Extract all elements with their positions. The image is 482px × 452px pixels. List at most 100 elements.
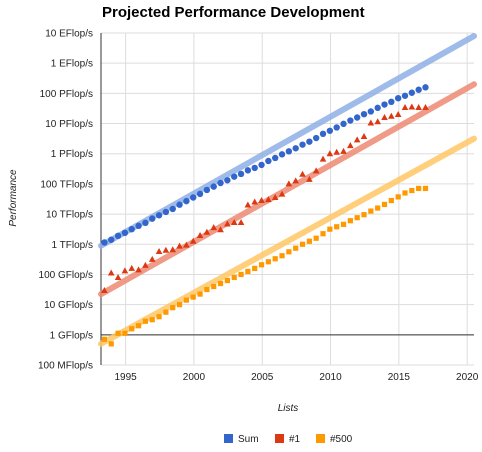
trend-line-2 bbox=[98, 81, 477, 298]
data-point bbox=[285, 148, 293, 155]
data-point bbox=[210, 224, 218, 231]
data-point bbox=[347, 218, 353, 224]
data-point bbox=[211, 283, 217, 290]
x-tick-label: 2020 bbox=[456, 372, 479, 383]
data-point bbox=[108, 236, 115, 243]
data-point bbox=[340, 221, 347, 227]
data-point bbox=[408, 103, 416, 110]
legend-swatch bbox=[316, 434, 325, 443]
data-point bbox=[176, 242, 183, 249]
data-point bbox=[293, 245, 299, 251]
data-point bbox=[217, 179, 224, 187]
data-point bbox=[272, 154, 279, 162]
data-point bbox=[306, 175, 313, 182]
y-tick-label: 10 GFlop/s bbox=[44, 300, 93, 311]
data-point bbox=[176, 201, 183, 208]
data-point bbox=[237, 219, 245, 226]
data-point bbox=[312, 167, 320, 174]
data-point bbox=[361, 212, 367, 218]
data-point bbox=[422, 84, 429, 91]
data-point bbox=[415, 104, 422, 111]
legend-label: #500 bbox=[330, 434, 353, 445]
data-point bbox=[238, 271, 244, 278]
data-point bbox=[142, 261, 149, 268]
x-tick-label: 2005 bbox=[251, 372, 274, 383]
data-point bbox=[278, 190, 286, 197]
data-point bbox=[155, 212, 163, 219]
data-point bbox=[272, 256, 278, 262]
data-point bbox=[135, 323, 142, 329]
data-point bbox=[368, 208, 374, 214]
data-point bbox=[347, 142, 354, 149]
axes bbox=[100, 33, 474, 365]
data-point bbox=[190, 194, 197, 201]
data-point bbox=[292, 177, 299, 184]
data-point bbox=[224, 177, 231, 184]
data-point bbox=[196, 232, 204, 239]
data-point bbox=[224, 277, 230, 284]
data-point bbox=[381, 201, 388, 208]
legend-swatch bbox=[224, 434, 233, 443]
data-point bbox=[394, 110, 402, 117]
data-point bbox=[360, 110, 368, 118]
series-2-points bbox=[101, 103, 429, 293]
x-axis-label: Lists bbox=[278, 403, 299, 414]
x-tick-label: 2000 bbox=[183, 372, 206, 383]
data-point bbox=[340, 147, 347, 154]
data-point bbox=[189, 237, 197, 244]
data-point bbox=[237, 170, 245, 178]
data-point bbox=[265, 157, 272, 165]
data-point bbox=[203, 186, 211, 194]
x-tick-label: 1995 bbox=[114, 372, 137, 383]
data-point bbox=[101, 286, 108, 293]
data-point bbox=[170, 305, 176, 311]
data-point bbox=[388, 197, 394, 204]
data-point bbox=[128, 225, 135, 233]
data-point bbox=[381, 101, 388, 108]
data-point bbox=[217, 226, 224, 233]
x-tick-label: 2010 bbox=[319, 372, 342, 383]
data-point bbox=[422, 104, 429, 111]
data-point bbox=[354, 215, 360, 221]
data-point bbox=[388, 112, 395, 119]
data-point bbox=[121, 267, 129, 274]
y-tick-label: 10 TFlop/s bbox=[46, 210, 93, 221]
data-point bbox=[244, 201, 252, 208]
data-point bbox=[244, 167, 252, 174]
data-point bbox=[162, 208, 170, 216]
data-point bbox=[203, 228, 211, 235]
data-point bbox=[415, 86, 422, 93]
data-point bbox=[394, 94, 402, 102]
y-tick-label: 1 TFlop/s bbox=[52, 240, 94, 251]
data-point bbox=[319, 130, 327, 138]
data-point bbox=[251, 164, 258, 172]
data-point bbox=[142, 318, 149, 324]
data-point bbox=[142, 219, 149, 227]
legend-item-2: #1 bbox=[275, 434, 301, 445]
data-point bbox=[129, 326, 135, 332]
data-point bbox=[169, 246, 177, 253]
data-point bbox=[114, 232, 122, 240]
data-point bbox=[299, 241, 306, 247]
legend: Sum #1 #500 bbox=[224, 434, 353, 445]
data-point bbox=[231, 173, 238, 180]
data-point bbox=[402, 190, 408, 196]
data-point bbox=[326, 127, 334, 134]
data-point bbox=[381, 114, 388, 121]
series-1-points bbox=[101, 84, 429, 246]
data-point bbox=[319, 155, 327, 162]
data-point bbox=[353, 114, 361, 121]
data-point bbox=[251, 198, 259, 205]
data-point bbox=[114, 273, 122, 280]
x-tick-label: 2015 bbox=[388, 372, 411, 383]
data-point bbox=[169, 205, 176, 213]
data-point bbox=[327, 226, 333, 232]
data-point bbox=[245, 268, 251, 275]
data-point bbox=[265, 259, 271, 265]
data-point bbox=[258, 197, 265, 204]
data-point bbox=[197, 291, 203, 297]
data-point bbox=[408, 89, 416, 96]
data-point bbox=[374, 118, 381, 125]
data-point bbox=[278, 151, 286, 158]
